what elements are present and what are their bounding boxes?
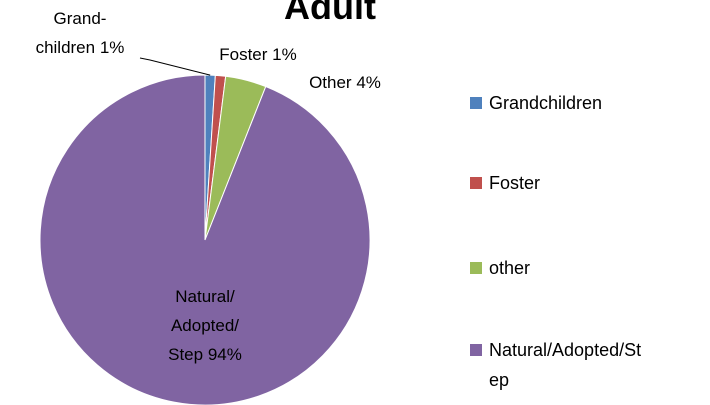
legend-label: other [489,258,531,278]
slice-name: Other [309,73,352,92]
slice-name: Natural/ Adopted/ Step [168,287,240,364]
value-label: 94% [207,345,242,364]
pie-slice [39,74,371,405]
legend-swatch [470,177,482,189]
legend-label: Foster [489,173,541,193]
value-label: 4% [356,73,381,92]
legend-label: Grandchildren [489,93,603,113]
leader-line [139,57,211,76]
legend-swatch [470,262,482,274]
data-label: Natural/ Adopted/ Step 94% [120,282,290,369]
data-label: Other 4% [285,68,405,97]
chart-title: Adult [284,0,376,27]
slice-name: Foster [219,45,268,64]
legend-label: Natural/Adopted/Step [489,340,642,390]
slice-name: Grand- children [35,9,107,57]
legend-swatch [470,97,482,109]
legend-swatch [470,344,482,356]
value-label: 1% [99,38,125,57]
data-label: Foster 1% [198,40,318,69]
value-label: 1% [272,45,297,64]
data-label: Grand- children 1% [20,4,140,62]
